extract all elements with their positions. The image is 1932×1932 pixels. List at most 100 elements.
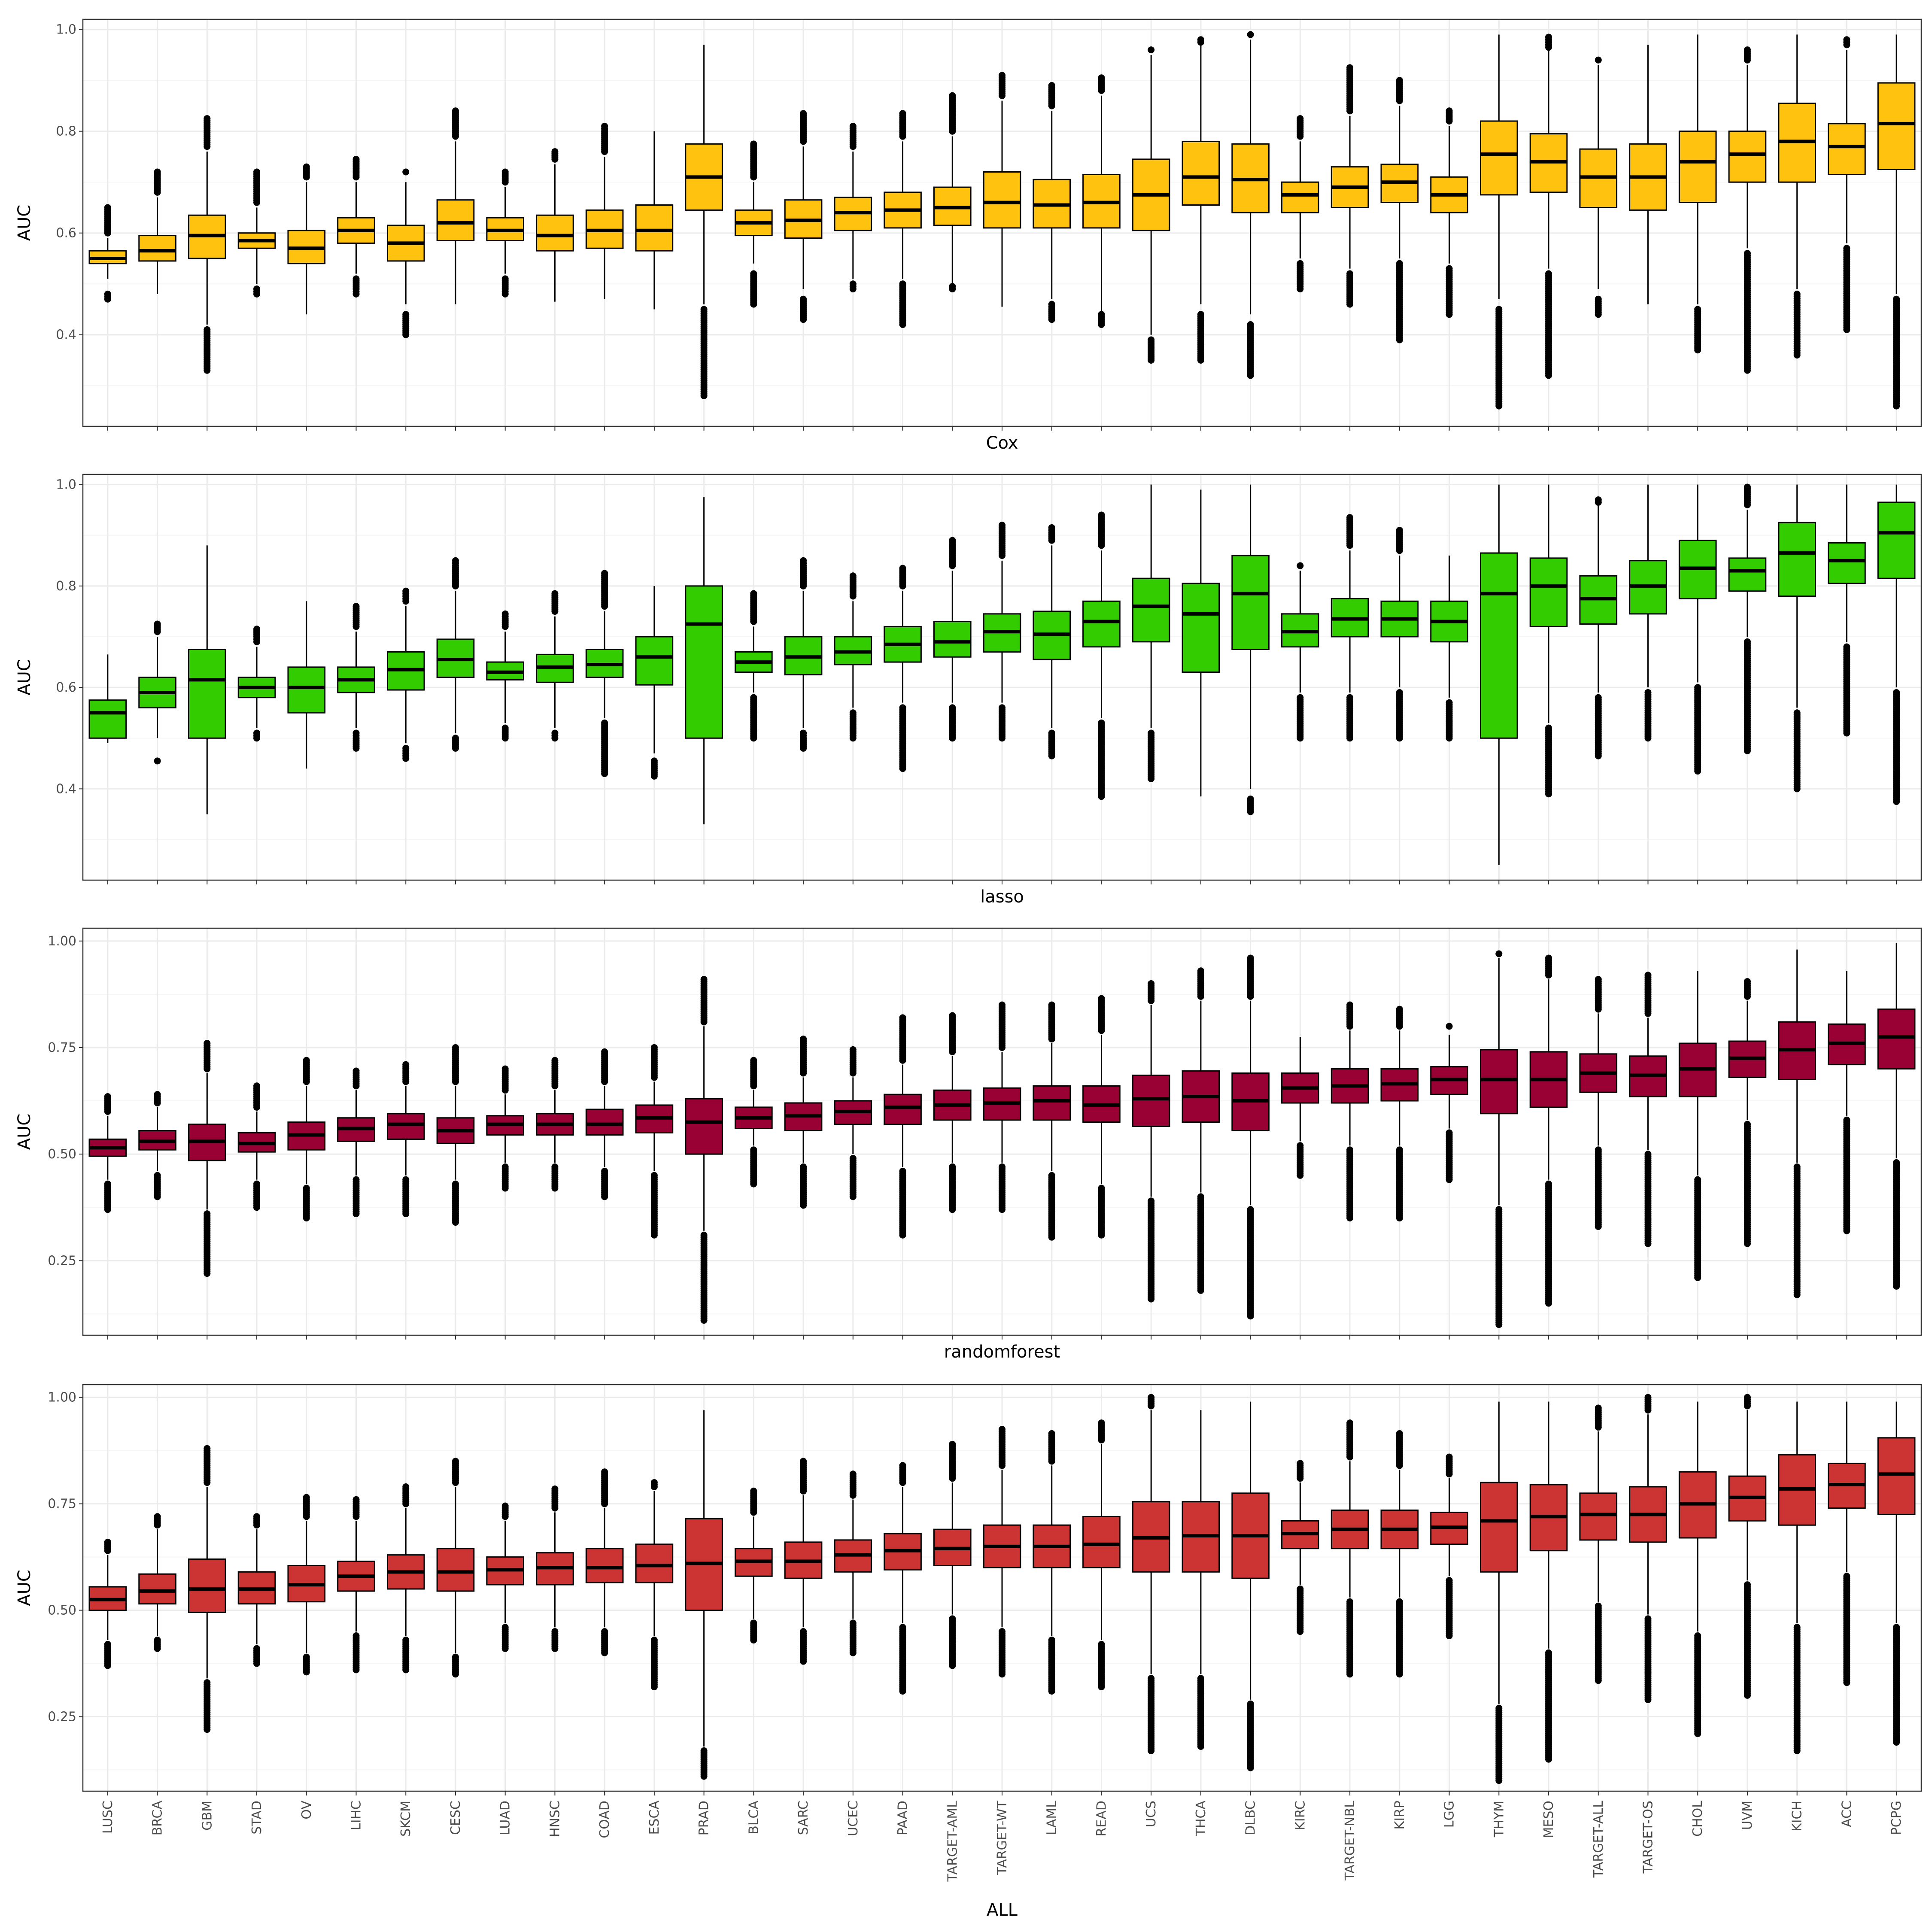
outlier-point-high [352,1496,360,1503]
outlier-point-high [1098,74,1105,82]
y-tick-label: 1.00 [48,934,76,949]
outlier-point-high [1545,954,1552,962]
outlier-point-low [1297,694,1304,701]
outlier-point-high [849,572,857,580]
outlier-point-high [253,626,261,633]
outlier-point-high [949,92,956,99]
outlier-point-low [849,280,857,288]
outlier-point-high [750,140,757,148]
iqr-box [1728,557,1767,592]
outlier-point-high [1644,972,1652,979]
outlier-point-high [1595,56,1602,64]
box-coad [585,122,624,299]
outlier-point-low [1644,1151,1652,1158]
outlier-point-high [1297,115,1304,122]
iqr-box [685,1098,723,1155]
box-lgg [1430,107,1468,318]
outlier-point-low [1247,1700,1254,1707]
outlier-point-high [1098,1419,1105,1427]
outlier-point-low [551,1628,559,1635]
iqr-box [1479,552,1518,739]
box-uvm [1728,483,1767,754]
outlier-point-high [402,1483,410,1490]
outlier-point-high [601,570,608,577]
box-target-nbl [1331,514,1369,742]
outlier-point-low [1098,1185,1105,1192]
box-ov [287,163,326,315]
box-laml [1033,82,1071,323]
outlier-point-high [1048,1001,1055,1009]
outlier-point-high [800,557,807,564]
outlier-point-low [1694,684,1701,691]
outlier-point-low [650,757,658,765]
outlier-point-low [1744,638,1751,645]
iqr-box [138,1573,176,1605]
outlier-point-high [1396,526,1403,534]
box-paad [884,565,922,772]
outlier-point-low [501,1163,509,1170]
outlier-point-high [253,1513,261,1520]
iqr-box [635,1543,674,1583]
iqr-box [1828,542,1866,584]
iqr-box [1529,557,1568,627]
outlier-point-high [551,148,559,155]
outlier-point-high [104,204,111,211]
outlier-point-high [204,115,211,122]
box-blca [735,590,773,742]
outlier-point-low [1694,1176,1701,1183]
outlier-point-low [204,1210,211,1218]
outlier-point-low [104,1640,111,1648]
outlier-point-high [1346,1419,1354,1427]
outlier-point-low [253,729,261,737]
outlier-point-low [899,1167,906,1175]
outlier-point-high [999,72,1005,79]
y-tick-label: 0.75 [48,1497,76,1512]
outlier-point-low [1098,311,1105,318]
box-cesc [436,1044,475,1226]
outlier-point-low [949,283,956,290]
outlier-point-low [501,1624,509,1631]
box-gbm [188,545,226,814]
panel-lasso: 0.4 0.6 0.8 1.0 AUC lasso [15,474,1922,907]
iqr-box [1033,1085,1071,1121]
outlier-point-low [1843,1116,1850,1124]
outlier-point-high [253,1082,261,1090]
outlier-point-high [402,1061,410,1068]
iqr-box [188,1558,226,1613]
outlier-point-low [402,311,410,318]
outlier-point-low [1148,729,1155,737]
box-hnsc [536,590,574,742]
outlier-point-low [1148,1197,1155,1205]
outlier-point-high [1396,1005,1403,1013]
box-ucs [1132,46,1170,364]
box-skcm [386,168,425,338]
box-cesc [436,557,475,752]
outlier-point-low [1893,1159,1900,1166]
outlier-point-high [601,122,608,130]
iqr-box [1082,1516,1121,1568]
box-ucs [1132,484,1170,782]
outlier-point-low [1843,245,1850,252]
box-cesc [436,107,475,304]
outlier-point-high [551,590,559,597]
outlier-point-low [1744,250,1751,257]
iqr-box [436,1548,475,1592]
iqr-box [138,235,176,262]
outlier-point-high [601,1048,608,1055]
box-esca [635,586,674,780]
outlier-point-high [253,168,261,176]
iqr-box [1182,583,1220,673]
iqr-box [685,585,723,739]
outlier-point-high [849,1470,857,1478]
box-kirc [1281,115,1319,293]
box-esca [635,131,674,310]
outlier-point-high [154,620,161,628]
box-chol [1678,484,1717,775]
outlier-point-low [204,1679,211,1686]
outlier-point-low [700,1747,708,1754]
box-prad [685,497,723,825]
outlier-point-high [1148,46,1155,54]
outlier-point-low [750,270,757,277]
outlier-point-low [1793,1163,1801,1170]
